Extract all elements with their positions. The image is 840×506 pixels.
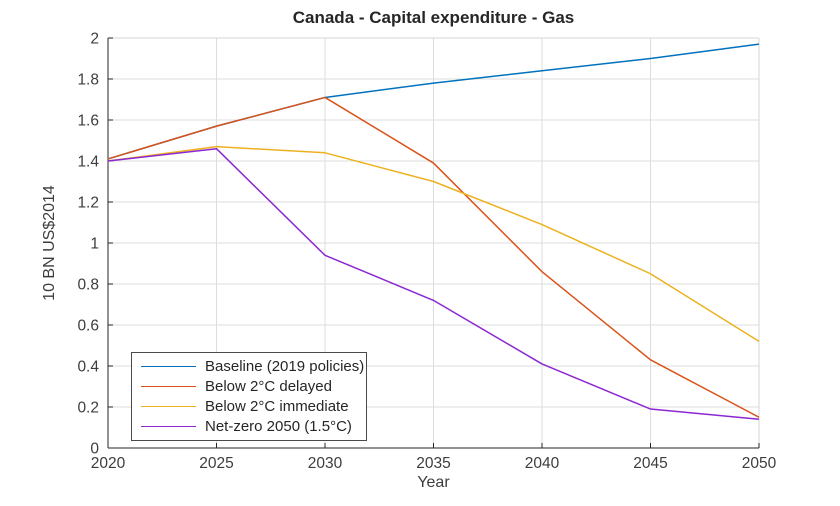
legend-label: Net-zero 2050 (1.5°C) xyxy=(205,418,352,436)
legend-item: Below 2°C immediate xyxy=(132,397,366,417)
y-tick-label: 0.6 xyxy=(77,318,99,335)
legend-item: Baseline (2019 policies) xyxy=(132,356,366,376)
y-tick-label: 1.8 xyxy=(77,72,99,89)
y-tick-label: 0.8 xyxy=(77,277,99,294)
y-tick-label: 1 xyxy=(90,236,99,253)
series-line xyxy=(107,96,760,418)
y-tick-label: 1.4 xyxy=(77,154,99,171)
y-tick-label: 1.2 xyxy=(77,195,99,212)
legend-line-sample xyxy=(141,385,196,387)
legend-item: Below 2°C delayed xyxy=(132,376,366,396)
y-tick-label: 0.4 xyxy=(77,359,99,376)
legend: Baseline (2019 policies) Below 2°C delaye… xyxy=(131,352,367,441)
y-tick-label: 0 xyxy=(90,441,99,458)
y-tick-label: 1.6 xyxy=(77,113,99,130)
legend-line-sample xyxy=(141,406,196,408)
x-tick-label: 2045 xyxy=(633,455,667,472)
y-axis-label: 10 BN US$2014 xyxy=(41,185,58,301)
x-tick-label: 2025 xyxy=(199,455,233,472)
legend-label: Below 2°C delayed xyxy=(205,377,332,395)
legend-line-sample xyxy=(141,426,196,428)
y-tick-label: 0.2 xyxy=(77,400,99,417)
chart-title: Canada - Capital expenditure - Gas xyxy=(292,8,575,27)
legend-label: Baseline (2019 policies) xyxy=(205,357,365,375)
legend-item: Net-zero 2050 (1.5°C) xyxy=(132,417,366,437)
legend-line-sample xyxy=(141,365,196,367)
series-line xyxy=(107,145,760,343)
x-tick-label: 2020 xyxy=(91,455,126,472)
x-tick-label: 2035 xyxy=(416,455,450,472)
x-tick-label: 2030 xyxy=(308,455,343,472)
y-tick-label: 2 xyxy=(90,31,99,48)
legend-label: Below 2°C immediate xyxy=(205,398,349,416)
x-tick-label: 2040 xyxy=(525,455,560,472)
x-axis-label: Year xyxy=(417,474,450,491)
x-tick-label: 2050 xyxy=(742,455,777,472)
series-line xyxy=(107,147,760,421)
